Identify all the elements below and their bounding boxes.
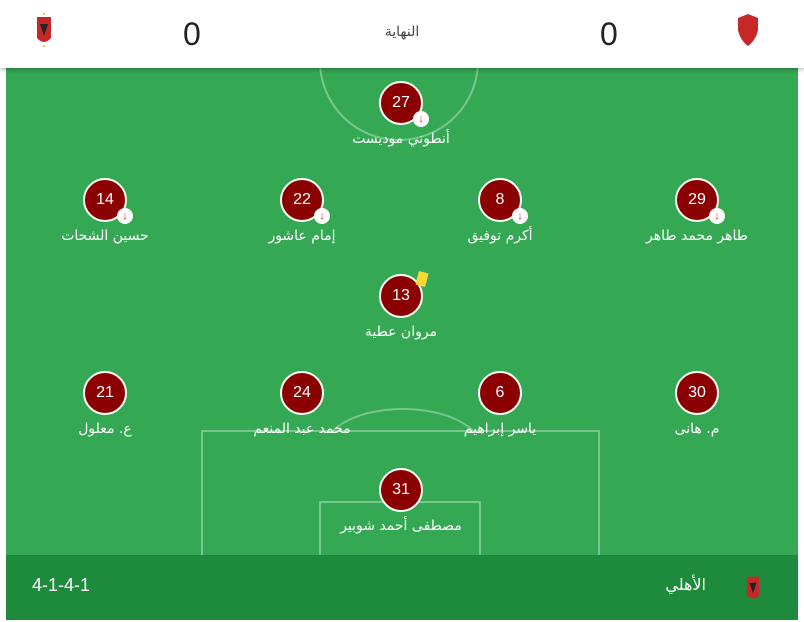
match-status: النهاية <box>384 24 420 40</box>
substitution-arrow-icon: ↓ <box>512 208 528 224</box>
player-name: أنطوني موديست <box>352 131 450 147</box>
player[interactable]: 29 ↓ طاهر محمد طاهر <box>597 178 797 244</box>
player-number: 13 <box>379 270 429 318</box>
player[interactable]: 24 محمد عبد المنعم <box>202 371 402 437</box>
player-number: 27 ↓ <box>379 81 429 127</box>
player[interactable]: 8 ↓ أكرم توفيق <box>400 178 600 244</box>
pitch: 27 ↓ أنطوني موديست 14 ↓ حسين الشحات 22 ↓ إمام… <box>6 68 798 555</box>
player-name: مروان عطية <box>364 324 438 340</box>
substitution-arrow-icon: ↓ <box>314 208 330 224</box>
player-name: محمد عبد المنعم <box>253 421 351 437</box>
player[interactable]: 6 ياسر إبراهيم <box>400 371 600 437</box>
player-number: 21 <box>83 371 127 415</box>
match-header: 0 النهاية 0 <box>0 0 804 68</box>
away-score: 0 <box>600 16 618 52</box>
formation-label: 4-1-4-1 <box>32 575 91 595</box>
penalty-box <box>201 430 600 555</box>
player-number: 6 <box>478 371 522 415</box>
player-name: م. هانى <box>674 421 720 437</box>
team-name: الأهلي <box>665 575 706 594</box>
player[interactable]: 31 مصطفى أحمد شوبير <box>301 468 501 534</box>
player[interactable]: 14 ↓ حسين الشحات <box>6 178 205 244</box>
player-number: 31 <box>379 468 423 512</box>
al-ahly-crest-icon <box>37 13 51 47</box>
player[interactable]: 22 ↓ إمام عاشور <box>202 178 402 244</box>
player-name: طاهر محمد طاهر <box>646 228 748 244</box>
player-name: ع. معلول <box>78 421 132 437</box>
player-name: أكرم توفيق <box>467 228 533 244</box>
player-name: ياسر إبراهيم <box>463 421 537 437</box>
player[interactable]: 27 ↓ أنطوني موديست <box>301 81 501 147</box>
player-number: 22 ↓ <box>280 178 330 224</box>
player-number: 29 ↓ <box>675 178 725 224</box>
player-number: 14 ↓ <box>83 178 133 224</box>
lineup-footer: 4-1-4-1 الأهلي <box>6 555 798 620</box>
player-name: إمام عاشور <box>268 228 336 244</box>
player-number: 30 <box>675 371 719 415</box>
player-number: 8 ↓ <box>478 178 528 224</box>
player-name: مصطفى أحمد شوبير <box>340 518 462 534</box>
substitution-arrow-icon: ↓ <box>709 208 725 224</box>
red-shield-crest-icon <box>738 14 758 46</box>
player[interactable]: 21 ع. معلول <box>6 371 205 437</box>
yellow-card-icon <box>415 270 429 288</box>
player[interactable]: 13 مروان عطية <box>301 270 501 340</box>
substitution-arrow-icon: ↓ <box>117 208 133 224</box>
substitution-arrow-icon: ↓ <box>413 111 429 127</box>
player-name: حسين الشحات <box>61 228 149 244</box>
al-ahly-crest-icon <box>746 576 760 599</box>
player[interactable]: 30 م. هانى <box>597 371 797 437</box>
player-number: 24 <box>280 371 324 415</box>
home-score: 0 <box>183 16 201 52</box>
